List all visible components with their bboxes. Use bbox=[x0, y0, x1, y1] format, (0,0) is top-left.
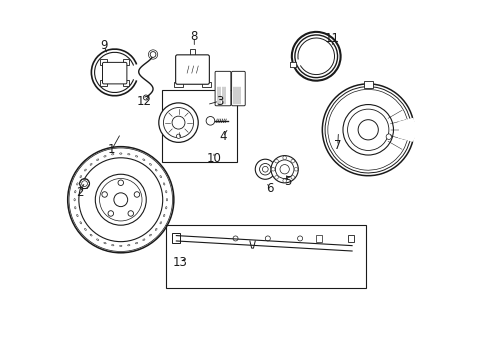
FancyBboxPatch shape bbox=[215, 71, 230, 106]
Text: 10: 10 bbox=[206, 152, 221, 165]
Text: 7: 7 bbox=[333, 139, 341, 152]
Bar bbox=[100, 80, 106, 86]
Bar bbox=[100, 59, 106, 64]
Text: 6: 6 bbox=[265, 183, 273, 195]
Circle shape bbox=[233, 236, 238, 241]
Bar bbox=[290, 63, 296, 67]
Text: 4: 4 bbox=[219, 130, 226, 144]
Circle shape bbox=[259, 163, 270, 175]
Circle shape bbox=[134, 192, 140, 197]
Bar bbox=[316, 234, 321, 242]
FancyBboxPatch shape bbox=[231, 71, 244, 106]
Circle shape bbox=[297, 236, 302, 241]
Circle shape bbox=[150, 51, 156, 57]
Circle shape bbox=[128, 211, 133, 216]
Circle shape bbox=[255, 159, 275, 179]
Circle shape bbox=[200, 61, 204, 66]
Circle shape bbox=[172, 116, 184, 129]
FancyBboxPatch shape bbox=[102, 62, 126, 84]
Text: 12: 12 bbox=[136, 95, 151, 108]
Circle shape bbox=[180, 61, 184, 66]
Circle shape bbox=[67, 147, 174, 253]
Text: 3: 3 bbox=[215, 95, 223, 108]
Circle shape bbox=[274, 176, 278, 179]
Text: 5: 5 bbox=[283, 175, 291, 188]
Text: 9: 9 bbox=[100, 39, 107, 52]
Bar bbox=[165, 225, 366, 288]
Bar bbox=[363, 81, 372, 89]
Circle shape bbox=[265, 236, 270, 241]
Circle shape bbox=[282, 179, 286, 183]
Text: 1: 1 bbox=[108, 143, 115, 156]
Bar bbox=[172, 233, 180, 243]
Bar bbox=[122, 80, 129, 86]
Text: 2: 2 bbox=[76, 186, 84, 199]
Circle shape bbox=[143, 95, 148, 100]
Bar bbox=[290, 63, 296, 67]
Circle shape bbox=[118, 180, 123, 185]
Bar bbox=[202, 82, 211, 87]
Circle shape bbox=[176, 134, 180, 138]
Circle shape bbox=[108, 211, 113, 216]
Circle shape bbox=[95, 174, 146, 225]
Circle shape bbox=[206, 117, 214, 125]
Bar bbox=[174, 82, 183, 87]
Circle shape bbox=[294, 167, 297, 171]
Circle shape bbox=[114, 193, 127, 207]
Bar bbox=[122, 59, 129, 64]
Wedge shape bbox=[397, 118, 414, 142]
Circle shape bbox=[274, 159, 278, 163]
Circle shape bbox=[270, 156, 298, 183]
Circle shape bbox=[159, 103, 198, 142]
Circle shape bbox=[386, 134, 391, 139]
Circle shape bbox=[290, 159, 294, 163]
Circle shape bbox=[357, 120, 378, 140]
Circle shape bbox=[280, 165, 289, 174]
FancyBboxPatch shape bbox=[175, 55, 209, 84]
Circle shape bbox=[184, 62, 200, 77]
Circle shape bbox=[290, 176, 294, 179]
Text: 13: 13 bbox=[172, 256, 187, 269]
Bar bbox=[217, 86, 228, 104]
Bar bbox=[233, 86, 243, 104]
Bar bbox=[189, 49, 195, 57]
Text: 8: 8 bbox=[190, 30, 198, 43]
Bar bbox=[348, 234, 353, 242]
Circle shape bbox=[80, 179, 89, 189]
Circle shape bbox=[102, 192, 107, 197]
Text: 11: 11 bbox=[324, 32, 339, 45]
Circle shape bbox=[271, 167, 274, 171]
Bar bbox=[162, 90, 237, 162]
Circle shape bbox=[282, 156, 286, 159]
